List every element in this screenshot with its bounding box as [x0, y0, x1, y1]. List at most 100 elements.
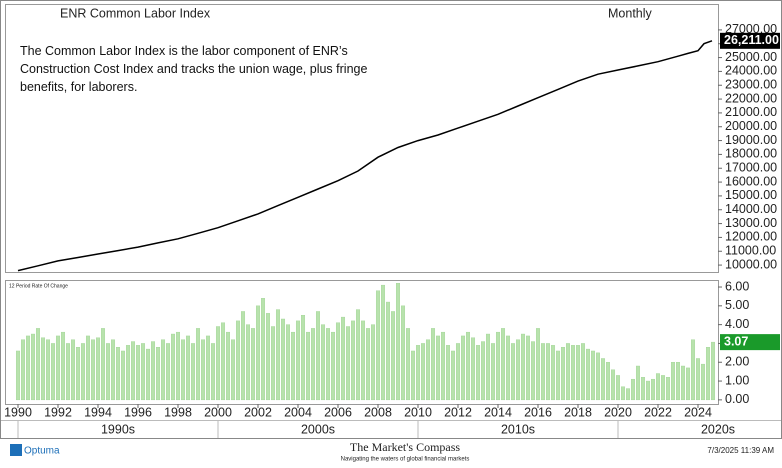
bar — [551, 345, 556, 401]
bar — [301, 315, 306, 401]
x-tick-label: 1998 — [164, 405, 192, 419]
bar — [446, 345, 451, 401]
x-tick-label: 2022 — [644, 405, 672, 419]
x-tick-label: 2012 — [444, 405, 472, 419]
last-value-box — [720, 32, 780, 49]
y-tick-label: 25000.00 — [725, 50, 777, 64]
bar — [501, 328, 506, 401]
bar — [401, 305, 406, 401]
bar — [461, 335, 466, 401]
y-tick-label: 20000.00 — [725, 119, 777, 133]
bar — [671, 362, 676, 401]
bar — [511, 343, 516, 401]
bar — [481, 341, 486, 401]
bar — [281, 318, 286, 401]
bar — [666, 377, 671, 401]
bar — [215, 326, 220, 401]
bar — [411, 350, 416, 401]
last-value-label: 26,211.00 — [724, 33, 779, 47]
bar — [90, 339, 95, 401]
bar — [135, 345, 140, 401]
bar — [366, 328, 371, 401]
bar — [165, 343, 170, 401]
y-tick-label: 4.00 — [725, 317, 749, 331]
x-tick-label: 2010 — [404, 405, 432, 419]
chart-title: ENR Common Labor Index — [60, 6, 211, 20]
y-tick-label: 6.00 — [725, 279, 749, 293]
y-tick-label: 24000.00 — [725, 64, 777, 78]
bar — [225, 331, 230, 401]
bar — [396, 283, 401, 401]
y-tick-label: 13000.00 — [725, 216, 777, 230]
bar — [636, 365, 641, 401]
x-tick-label: 2014 — [484, 405, 512, 419]
bar — [51, 343, 56, 401]
bar — [581, 343, 586, 401]
bar — [170, 333, 175, 401]
bar — [85, 335, 90, 401]
y-tick-label: 18000.00 — [725, 147, 777, 161]
bar — [311, 328, 316, 401]
bar — [566, 343, 571, 401]
bar — [441, 331, 446, 401]
bar — [220, 322, 225, 401]
bar — [261, 298, 266, 401]
bar — [526, 335, 531, 401]
bar — [105, 343, 110, 401]
bar — [586, 348, 591, 401]
bar — [486, 333, 491, 401]
bar — [70, 339, 75, 401]
bar — [476, 345, 481, 401]
x-tick-label: 1990 — [4, 405, 32, 419]
y-tick-label: 2.00 — [725, 355, 749, 369]
bar — [546, 343, 551, 401]
bar — [596, 352, 601, 401]
bar — [56, 335, 61, 401]
bar — [381, 284, 386, 401]
bar — [326, 328, 331, 401]
bar — [361, 320, 366, 401]
bar — [536, 328, 541, 401]
last-value-box — [720, 334, 780, 351]
bar — [701, 363, 706, 401]
bar — [691, 339, 696, 401]
bar — [386, 301, 391, 401]
decade-label: 1990s — [101, 422, 135, 436]
decade-label: 2000s — [301, 422, 335, 436]
decade-label: 2020s — [701, 422, 735, 436]
annotation: The Common Labor Index is the labor comp… — [20, 44, 368, 94]
bar — [611, 369, 616, 401]
bar — [466, 331, 471, 401]
bar — [16, 350, 21, 401]
bar — [421, 343, 426, 401]
bar — [521, 333, 526, 401]
x-tick-label: 1992 — [44, 405, 72, 419]
bar — [556, 350, 561, 401]
bar — [80, 343, 85, 401]
bar — [491, 343, 496, 401]
bar — [160, 339, 165, 401]
bar — [456, 343, 461, 401]
y-tick-label: 23000.00 — [725, 78, 777, 92]
bar — [606, 362, 611, 401]
bar — [601, 358, 606, 401]
bar — [291, 331, 296, 401]
x-tick-label: 2020 — [604, 405, 632, 419]
bar — [271, 326, 276, 401]
bar — [256, 305, 261, 401]
bar — [276, 309, 281, 401]
bar — [371, 324, 376, 401]
bar — [376, 290, 381, 401]
bar — [190, 343, 195, 401]
bar — [185, 335, 190, 401]
bar — [656, 373, 661, 401]
bar — [451, 350, 456, 401]
bar — [626, 388, 631, 401]
bar — [100, 328, 105, 401]
bar — [110, 339, 115, 401]
x-tick-label: 2006 — [324, 405, 352, 419]
y-tick-label: 14000.00 — [725, 202, 777, 216]
bar — [125, 345, 130, 401]
bar — [681, 365, 686, 401]
